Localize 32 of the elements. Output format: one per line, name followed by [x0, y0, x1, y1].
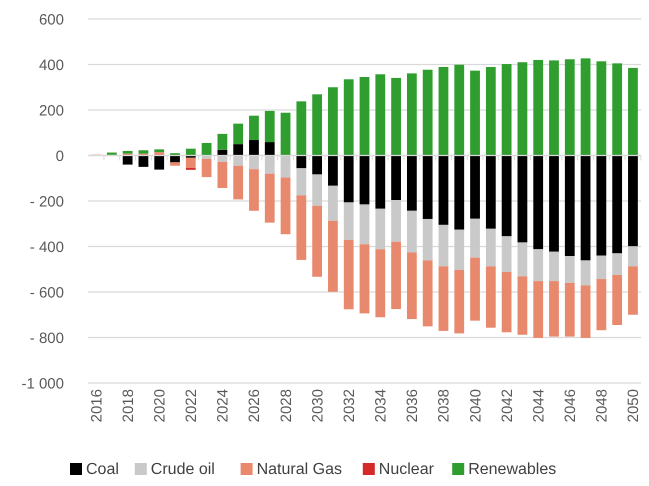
x-tick-label: 2038	[436, 389, 453, 422]
y-tick-label: - 200	[30, 193, 64, 210]
x-tick-label: 2046	[562, 389, 580, 422]
x-tick-label: 2036	[404, 389, 422, 422]
legend-label: Coal	[86, 461, 119, 478]
x-tick-label: 2034	[372, 389, 390, 422]
legend-label: Renewables	[468, 461, 556, 478]
x-tick-label: 2040	[467, 389, 484, 422]
x-tick-label: 2050	[625, 389, 642, 422]
x-tick-label: 2024	[214, 389, 232, 422]
x-tick-label: 2032	[340, 389, 358, 422]
y-tick-label: 600	[38, 11, 64, 28]
x-tick-label: 2026	[246, 389, 264, 422]
x-tick-label: 2020	[151, 389, 168, 422]
legend-label: Nuclear	[378, 461, 435, 478]
x-tick-label: 2016	[88, 389, 106, 422]
x-tick-label: 2022	[183, 389, 200, 422]
x-tick-label: 2028	[278, 389, 295, 422]
x-tick-label: 2042	[498, 389, 516, 422]
y-tick-label: 400	[38, 56, 64, 74]
y-tick-label: -1 000	[21, 375, 64, 392]
y-tick-label: - 800	[30, 330, 64, 347]
x-tick-label: 2018	[120, 389, 137, 422]
y-tick-label: 0	[56, 148, 64, 165]
legend-label: Natural Gas	[256, 461, 342, 478]
y-tick-label: - 400	[30, 238, 64, 256]
y-tick-label: 200	[38, 102, 64, 120]
legend-label: Crude oil	[150, 461, 215, 478]
x-tick-label: 2044	[530, 389, 548, 422]
y-tick-label: - 600	[30, 284, 64, 302]
x-tick-label: 2030	[309, 389, 326, 422]
x-tick-label: 2048	[594, 389, 611, 422]
